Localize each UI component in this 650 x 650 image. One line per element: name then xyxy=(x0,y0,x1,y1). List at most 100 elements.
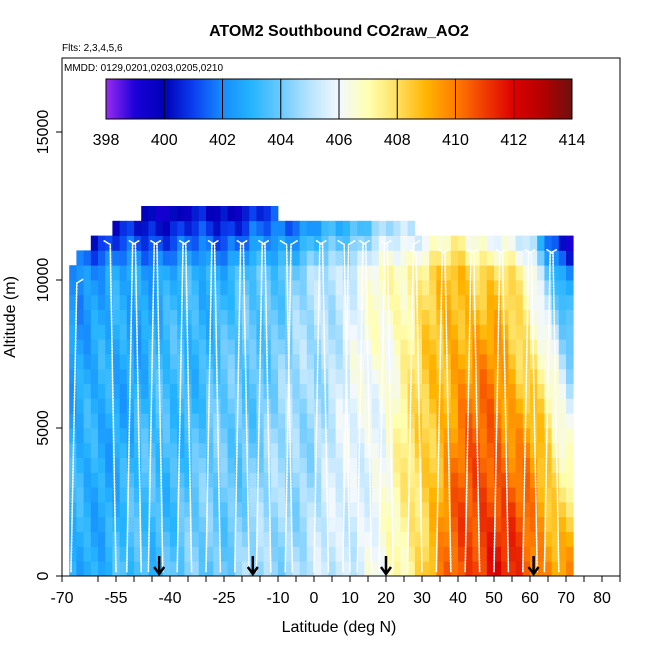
heatmap-cell xyxy=(342,442,351,458)
heatmap-cell xyxy=(350,531,358,547)
heatmap-cell xyxy=(378,516,387,532)
heatmap-cell xyxy=(227,368,236,384)
heatmap-cell xyxy=(162,235,171,251)
heatmap-cell xyxy=(350,309,358,325)
heatmap-cell xyxy=(134,472,142,488)
heatmap-cell xyxy=(422,531,430,547)
heatmap-cell xyxy=(112,442,120,458)
heatmap-cell xyxy=(242,220,250,236)
heatmap-cell xyxy=(422,428,430,444)
heatmap-cell xyxy=(292,428,300,444)
heatmap-cell xyxy=(76,516,84,532)
heatmap-cell xyxy=(206,502,214,518)
heatmap-cell xyxy=(486,398,495,414)
heatmap-cell xyxy=(249,368,257,384)
heatmap-cell xyxy=(350,324,358,340)
heatmap-cell xyxy=(234,531,243,547)
heatmap-cell xyxy=(350,413,358,429)
heatmap-cell xyxy=(472,294,480,310)
heatmap-cell xyxy=(285,502,293,518)
heatmap-cell xyxy=(105,309,113,325)
heatmap-cell xyxy=(422,309,430,325)
heatmap-cell xyxy=(249,487,257,503)
heatmap-cell xyxy=(566,442,574,458)
heatmap-cell xyxy=(393,354,401,370)
heatmap-cell xyxy=(191,442,200,458)
heatmap-cell xyxy=(177,472,185,488)
heatmap-cell xyxy=(342,309,351,325)
heatmap-cell xyxy=(443,502,452,518)
heatmap-cell xyxy=(299,516,308,532)
heatmap-cell xyxy=(422,472,430,488)
flight-profile xyxy=(337,240,351,573)
heatmap-cell xyxy=(386,531,394,547)
heatmap-cell xyxy=(278,294,286,310)
heatmap-cell xyxy=(429,413,437,429)
heatmap-cell xyxy=(558,294,567,310)
heatmap-cell xyxy=(558,265,567,281)
heatmap-cell xyxy=(198,472,207,488)
heatmap-cell xyxy=(558,250,567,266)
heatmap-cell xyxy=(299,220,308,236)
flight-profile xyxy=(103,240,117,573)
heatmap-cell xyxy=(256,206,264,222)
heatmap-cell xyxy=(393,383,401,399)
heatmap-cell xyxy=(191,472,200,488)
heatmap-cell xyxy=(522,531,531,547)
heatmap-cell xyxy=(119,502,128,518)
heatmap-cell xyxy=(141,413,149,429)
heatmap-cell xyxy=(90,324,99,340)
heatmap-cell xyxy=(515,516,524,532)
heatmap-cell xyxy=(256,546,264,562)
heatmap-cell xyxy=(155,546,164,562)
heatmap-cell xyxy=(436,309,444,325)
heatmap-cell xyxy=(177,220,185,236)
heatmap-cell xyxy=(537,294,545,310)
heatmap-cell xyxy=(386,265,394,281)
heatmap-cell xyxy=(364,324,372,340)
heatmap-cell xyxy=(306,398,315,414)
heatmap-cell xyxy=(357,516,365,532)
heatmap-cell xyxy=(443,442,452,458)
heatmap-cell xyxy=(314,546,322,562)
heatmap-cell xyxy=(177,398,185,414)
heatmap-cell xyxy=(314,398,322,414)
heatmap-cell xyxy=(198,413,207,429)
heatmap-cell xyxy=(458,354,466,370)
heatmap-cell xyxy=(184,206,192,222)
heatmap-cell xyxy=(450,265,459,281)
heatmap-cell xyxy=(558,442,567,458)
heatmap-cell xyxy=(479,309,488,325)
heatmap-cell xyxy=(443,487,452,503)
heatmap-cell xyxy=(436,561,444,576)
heatmap-cell xyxy=(458,546,466,562)
heatmap-cell xyxy=(357,472,365,488)
heatmap-cell xyxy=(400,546,408,562)
heatmap-cell xyxy=(155,502,164,518)
heatmap-cell xyxy=(126,531,135,547)
heatmap-cell xyxy=(458,561,466,576)
heatmap-cell xyxy=(450,280,459,296)
heatmap-cell xyxy=(364,442,372,458)
heatmap-cell xyxy=(170,413,178,429)
heatmap-cell xyxy=(256,531,264,547)
heatmap-cell xyxy=(566,383,574,399)
heatmap-cell xyxy=(76,294,84,310)
heatmap-cell xyxy=(76,383,84,399)
heatmap-cell xyxy=(220,413,228,429)
heatmap-cell xyxy=(256,428,264,444)
heatmap-cell xyxy=(508,265,516,281)
heatmap-cell xyxy=(83,561,92,576)
heatmap-cell xyxy=(522,309,531,325)
heatmap-cell xyxy=(407,457,416,473)
heatmap-cell xyxy=(191,546,200,562)
heatmap-cell xyxy=(249,383,257,399)
heatmap-cell xyxy=(407,235,416,251)
heatmap-cell xyxy=(314,294,322,310)
heatmap-cell xyxy=(566,413,574,429)
heatmap-cell xyxy=(371,220,380,236)
heatmap-cell xyxy=(155,324,164,340)
heatmap-cell xyxy=(112,368,120,384)
flight-profile xyxy=(522,249,536,573)
heatmap-cell xyxy=(98,235,106,251)
